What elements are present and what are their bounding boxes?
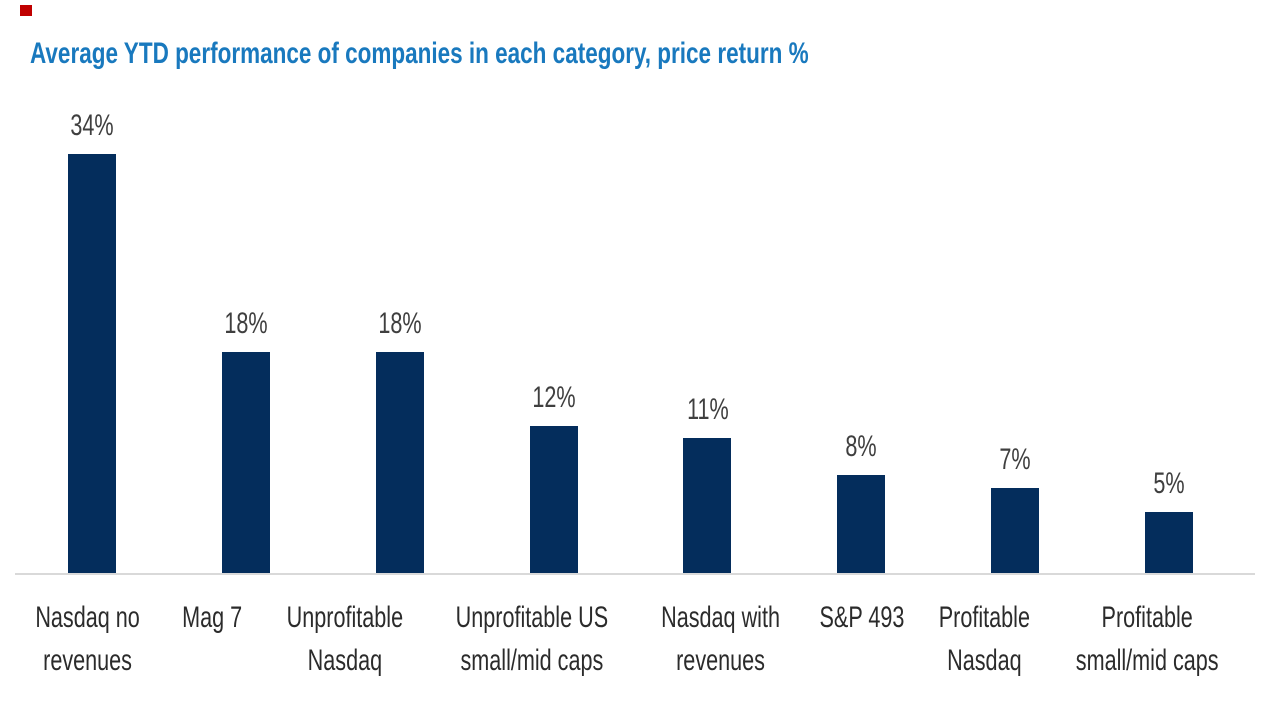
category-label-line: Unprofitable US: [455, 601, 609, 634]
category-label-line: small/mid caps: [1075, 644, 1219, 677]
bar: [375, 352, 424, 574]
category-label: Profitable small/mid caps: [1075, 596, 1218, 682]
bar: [1145, 512, 1194, 574]
bar-column: 34%: [15, 0, 169, 574]
bar-column: 7%: [938, 0, 1092, 574]
x-axis-category-labels: Nasdaq no revenues Mag 7 Unprofitable Nasdaq…: [15, 596, 1246, 682]
category-label-line: Nasdaq with: [660, 601, 780, 634]
category-label-line: Mag 7: [182, 601, 243, 634]
bar-column: 18%: [323, 0, 477, 574]
category-label-line: small/mid caps: [460, 644, 604, 677]
red-square-decoration: [20, 5, 32, 16]
category-label-line: revenues: [43, 644, 132, 677]
category-label-line: Nasdaq: [947, 644, 1022, 677]
bar: [67, 154, 116, 574]
chart-title: Average YTD performance of companies in …: [30, 37, 809, 70]
category-label: Profitable Nasdaq: [939, 596, 1030, 682]
bar-chart-plot-area: 34% 18% 18% 12% 11% 8% 7% 5%: [15, 0, 1246, 574]
category-label-line: Profitable: [1101, 601, 1193, 634]
bar: [991, 488, 1040, 574]
category-label-line: Profitable: [938, 601, 1030, 634]
bar-column: 5%: [1092, 0, 1246, 574]
bar: [529, 426, 578, 574]
bar-value-label: 11%: [686, 393, 729, 426]
bar-value-label: 8%: [845, 430, 877, 463]
bar: [221, 352, 270, 574]
bar-column: 12%: [477, 0, 631, 574]
bar-value-label: 18%: [224, 307, 268, 340]
bar-value-label: 5%: [1153, 467, 1185, 500]
bar: [837, 475, 886, 574]
bar-column: 8%: [784, 0, 938, 574]
bar: [683, 438, 732, 574]
bar-value-label: 7%: [999, 443, 1031, 476]
category-label: Nasdaq no revenues: [35, 596, 139, 682]
category-label: Unprofitable Nasdaq: [287, 596, 403, 682]
category-label: Nasdaq with revenues: [661, 596, 780, 682]
x-axis-line: [15, 573, 1255, 575]
category-label-line: Nasdaq: [307, 644, 383, 677]
bar-value-label: 12%: [531, 381, 576, 414]
bar-value-label: 34%: [70, 109, 114, 142]
category-label: Mag 7: [175, 596, 250, 682]
bar-column: 18%: [169, 0, 323, 574]
category-label: Unprofitable US small/mid caps: [456, 596, 608, 682]
category-label-line: revenues: [675, 644, 765, 677]
bar-column: 11%: [631, 0, 785, 574]
bar-value-label: 18%: [378, 307, 422, 340]
category-label-line: S&P 493: [819, 601, 905, 634]
category-label: S&P 493: [819, 596, 904, 682]
category-label-line: Unprofitable: [286, 601, 404, 634]
category-label-line: Nasdaq no: [35, 601, 140, 634]
